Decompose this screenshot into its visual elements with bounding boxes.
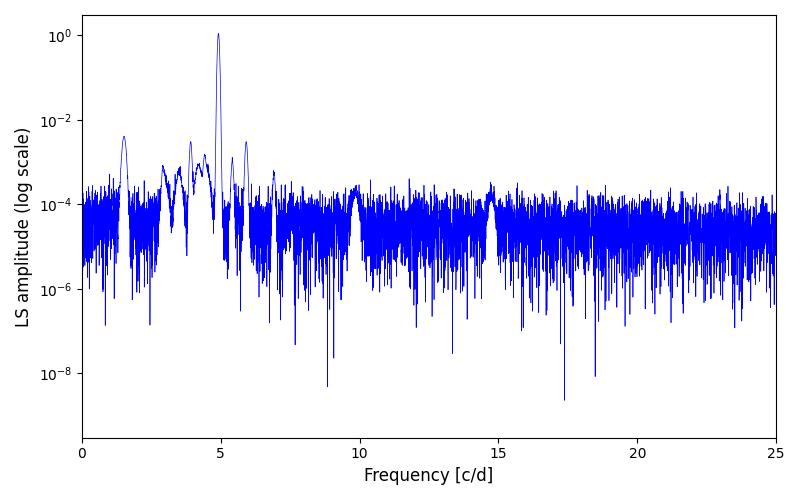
Y-axis label: LS amplitude (log scale): LS amplitude (log scale) — [15, 126, 33, 326]
X-axis label: Frequency [c/d]: Frequency [c/d] — [364, 467, 494, 485]
